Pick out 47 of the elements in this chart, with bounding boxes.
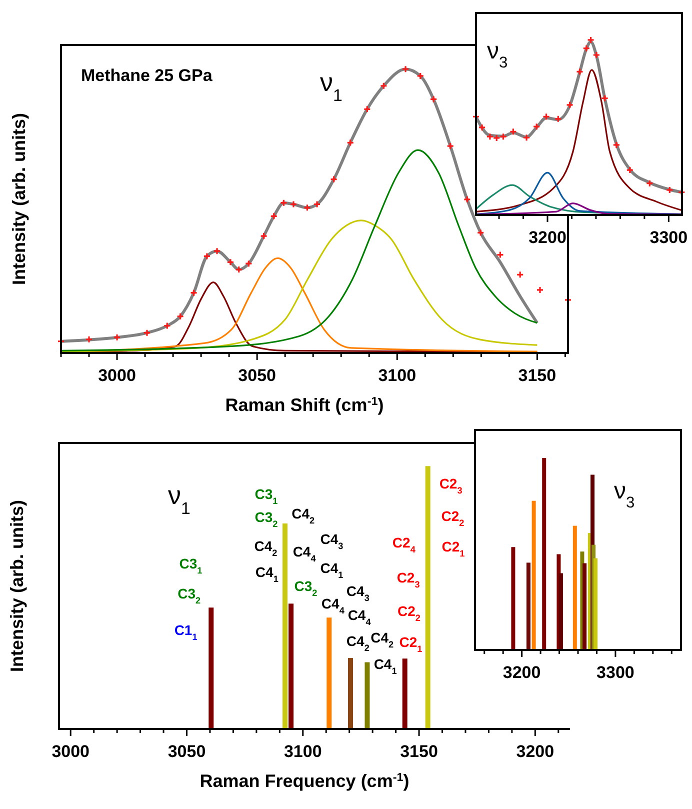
x-tick-label: 3100: [284, 742, 322, 761]
annotation: ν$_{1}$: [168, 480, 190, 518]
annotation: C4$_{4}$: [292, 544, 317, 564]
annotation: C2$_{2}$: [441, 508, 464, 528]
annotation: C4$_{3}$: [320, 531, 344, 552]
annotation: C4$_{2}$: [292, 505, 315, 526]
annotation: C4$_{4}$: [348, 607, 372, 628]
y-axis-title: Intensity (arb. units): [9, 112, 29, 286]
x-tick-label: 3300: [596, 663, 634, 682]
annotation: ν$_{1}$: [320, 67, 342, 105]
annotation: C2$_{1}$: [442, 538, 465, 559]
annotation: C4$_{1}$: [374, 656, 397, 676]
x-tick-label: 3000: [98, 366, 136, 385]
annotation: C4$_{1}$: [255, 564, 278, 584]
x-tick-label: 3050: [168, 742, 206, 761]
annotation: C2$_{1}$: [399, 634, 422, 654]
annotation: ν$_{3}$: [487, 37, 508, 71]
x-tick-label: 3150: [518, 366, 556, 385]
y-axis-title: Intensity (arb. units): [7, 500, 27, 672]
annotation: C2$_{3}$: [396, 569, 420, 590]
annotation: C3$_{1}$: [179, 556, 202, 576]
annotation: C3$_{2}$: [254, 509, 278, 530]
annotation: C4$_{2}$: [254, 538, 278, 558]
x-tick-label: 3100: [378, 366, 416, 385]
annotation: C4$_{3}$: [346, 582, 370, 603]
annotation: C1$_{1}$: [174, 622, 198, 642]
x-axis-title: Raman Shift (cm$^{-1}$): [225, 394, 384, 415]
annotation: C3$_{2}$: [178, 586, 201, 606]
annotation: C4$_{1}$: [320, 560, 344, 580]
annotation: C2$_{4}$: [392, 534, 416, 554]
annotation: C4$_{2}$: [370, 629, 394, 650]
x-tick-label: 3050: [238, 366, 276, 385]
annotation: C3$_{2}$: [294, 578, 318, 598]
annotation: C4$_{2}$: [346, 632, 370, 653]
chart-title: Methane 25 GPa: [81, 66, 213, 85]
x-tick-label: 3200: [528, 228, 566, 247]
annotation: C2$_{3}$: [439, 475, 462, 496]
annotation: ν$_{3}$: [614, 477, 635, 511]
x-tick-label: 3300: [650, 228, 688, 247]
x-tick-label: 3200: [502, 663, 541, 682]
annotation: C4$_{4}$: [321, 596, 346, 616]
annotation: C3$_{1}$: [254, 486, 278, 506]
x-tick-label: 3000: [52, 742, 90, 761]
x-axis-title: Raman Frequency (cm$^{-1}$): [200, 770, 410, 791]
annotation: C2$_{2}$: [398, 602, 420, 623]
x-tick-label: 3200: [516, 742, 554, 761]
x-tick-label: 3150: [400, 742, 438, 761]
